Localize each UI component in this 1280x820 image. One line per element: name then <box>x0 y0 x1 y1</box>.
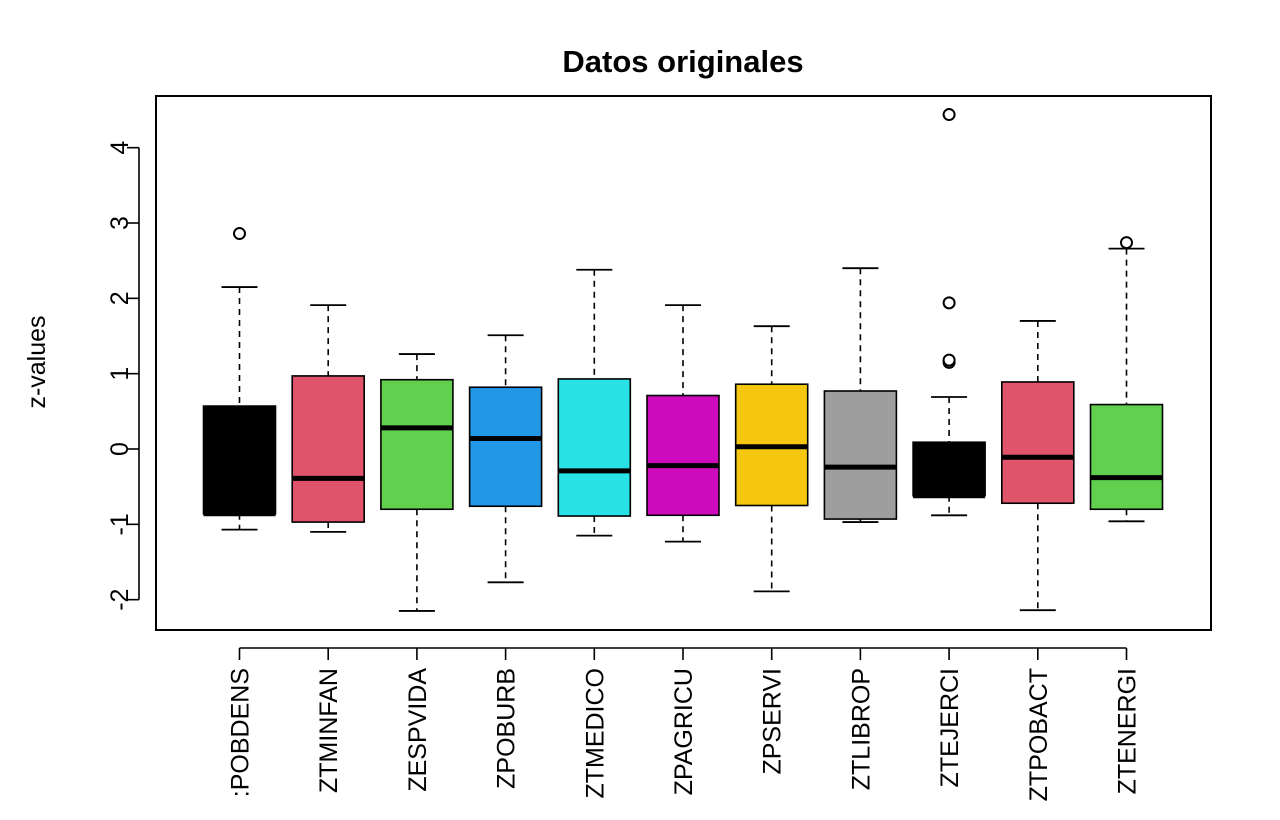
x-tick-label: ZESPVIDA <box>404 668 432 792</box>
box-zespvida <box>380 353 454 612</box>
x-tick-label: ZPSERVI <box>759 668 787 775</box>
y-axis-label: z-values <box>23 315 51 408</box>
box-rect <box>291 375 366 523</box>
outlier-point <box>942 296 956 310</box>
box-zpobdens <box>202 227 277 531</box>
plot-frame <box>155 95 1212 631</box>
box-rect <box>912 441 986 497</box>
x-tick-label: ZTPOBACT <box>1025 668 1053 801</box>
box-ztejerci <box>912 108 986 517</box>
box-zpservi <box>734 325 809 593</box>
box-zpagricu <box>646 304 720 543</box>
box-rect <box>468 386 543 508</box>
box-rect <box>202 405 277 515</box>
outlier-point <box>942 108 956 122</box>
y-tick-label: 4 <box>106 141 134 155</box>
y-tick-label: 0 <box>106 442 134 456</box>
box-rect <box>1000 381 1075 505</box>
y-tick-label: 3 <box>106 216 134 230</box>
x-tick-label: ZPAGRICU <box>670 668 698 795</box>
y-tick-label: -1 <box>106 513 134 535</box>
y-axis: -2 -1 0 1 2 3 4 <box>106 141 140 611</box>
box-rect <box>823 390 898 520</box>
box-ztlibrop <box>823 267 898 523</box>
x-tick-label: ZTMEDICO <box>581 668 609 799</box>
chart-title: Datos originales <box>562 44 803 79</box>
box-ztminfan <box>291 304 366 533</box>
x-tick-label: ZTEJERCI <box>936 668 964 787</box>
box-ztenergi <box>1089 236 1164 523</box>
outlier-point <box>233 227 246 241</box>
x-tick-label: ZTLIBROP <box>847 668 875 790</box>
box-ztpobact <box>1000 320 1075 612</box>
y-tick-label: 1 <box>106 367 134 381</box>
outlier-point <box>1120 236 1133 250</box>
x-tick-label: ZTENERGI <box>1114 668 1142 794</box>
box-rect <box>380 378 454 511</box>
outlier-point <box>942 353 956 367</box>
x-tick-label: :POBDENS <box>227 668 255 797</box>
box-rect <box>557 378 632 517</box>
y-tick-label: -2 <box>106 589 134 611</box>
x-tick-label: ZPOBURB <box>493 668 521 789</box>
box-zpoburb <box>468 334 543 584</box>
boxes-group <box>202 108 1164 612</box>
box-ztmedico <box>557 268 632 537</box>
x-tick-label: ZTMINFAN <box>315 668 343 793</box>
x-axis: :POBDENS ZTMINFAN ZESPVIDA ZPOBURB ZTMEDICO Z… <box>227 647 1142 801</box>
box-rect <box>1089 403 1164 511</box>
box-rect <box>646 394 720 517</box>
y-tick-label: 2 <box>106 291 134 305</box>
